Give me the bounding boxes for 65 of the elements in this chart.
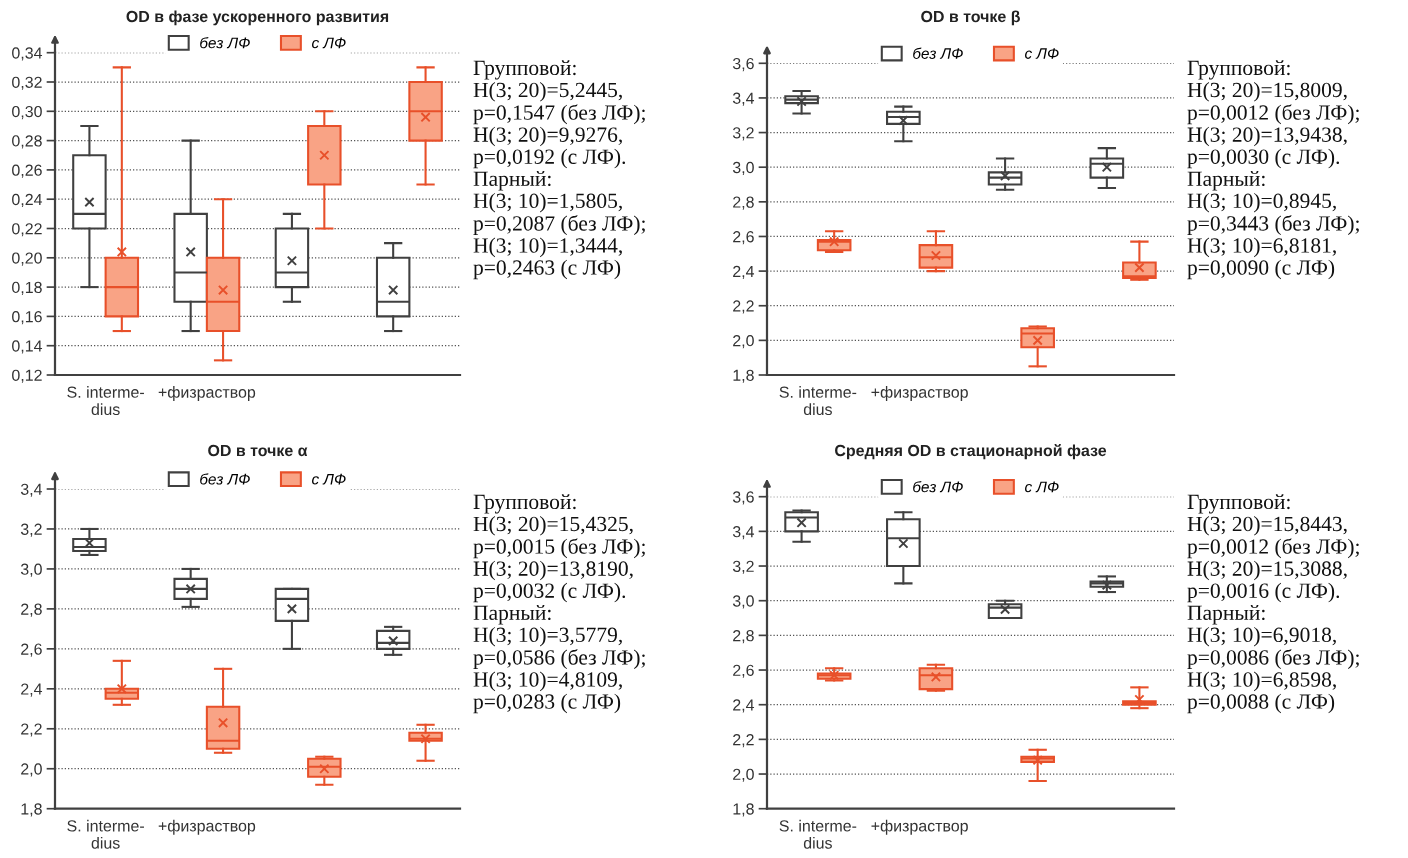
y-tick-label: 2,0 bbox=[733, 768, 754, 782]
chart-title: Средняя OD в стационарной фазе bbox=[835, 444, 1107, 460]
y-tick-label: 3,4 bbox=[732, 526, 755, 540]
y-tick-label: 3,0 bbox=[20, 563, 42, 577]
y-tick-label: 2,4 bbox=[733, 699, 755, 713]
chart-title: OD в фазе ускоренного развития bbox=[126, 10, 389, 26]
y-tick-label: 0,22 bbox=[12, 223, 42, 237]
y-tick-label: 0,20 bbox=[12, 252, 42, 266]
y-tick-label: 2,4 bbox=[733, 265, 755, 279]
x-tick-label: S. interme- dius bbox=[67, 386, 144, 416]
y-tick-label: 3,0 bbox=[732, 161, 754, 176]
y-tick-label: 2,6 bbox=[733, 664, 754, 678]
legend-label: с ЛФ bbox=[1025, 48, 1059, 59]
y-tick-label: 2,4 bbox=[21, 683, 43, 697]
y-tick-label: 3,6 bbox=[732, 491, 754, 505]
y-tick-label: 0,16 bbox=[12, 311, 42, 325]
legend-label: без ЛФ bbox=[913, 47, 963, 59]
y-tick-label: 2,8 bbox=[733, 630, 754, 644]
y-tick-label: 0,32 bbox=[12, 76, 42, 90]
text: Групповой: H(3; 20)=15,4325, p=0,0015 (без ЛФ); H(3; 20)=13,8190, p=0,0032 (с ЛФ). Парный: H(3; 10)=3,5779, p=0,0586 (без ЛФ); H(3; 10)=4,8109, p=0,0283 (с ЛФ) bbox=[473, 494, 645, 714]
x-tick-label: +физраствор bbox=[158, 386, 256, 401]
y-tick-label: 3,6 bbox=[732, 57, 754, 72]
x-tick-label: S. interme- dius bbox=[779, 819, 857, 849]
y-tick-label: 0,18 bbox=[12, 281, 42, 295]
y-tick-label: 0,24 bbox=[12, 193, 43, 208]
y-tick-label: 0,34 bbox=[12, 47, 43, 61]
text: Групповой: H(3; 20)=5,2445, p=0,1547 (без ЛФ); H(3; 20)=9,9276, p=0,0192 (с ЛФ). Парный: H(3; 10)=1,5805, p=0,2087 (без ЛФ); H(3; 10)=1,3444, p=0,2463 (с ЛФ) bbox=[473, 60, 645, 280]
y-tick-label: 3,4 bbox=[732, 92, 755, 106]
x-tick-label: +физраствор bbox=[158, 819, 256, 835]
y-tick-label: 3,0 bbox=[732, 595, 754, 609]
y-tick-label: 3,2 bbox=[732, 127, 754, 141]
legend-label: с ЛФ bbox=[1025, 481, 1059, 493]
y-tick-label: 1,8 bbox=[733, 369, 754, 383]
legend-label: с ЛФ bbox=[312, 473, 346, 485]
y-tick-label: 0,30 bbox=[12, 105, 42, 120]
y-tick-label: 0,28 bbox=[12, 135, 42, 149]
y-tick-label: 1,8 bbox=[733, 803, 754, 817]
y-tick-label: 2,0 bbox=[21, 763, 42, 777]
y-tick-label: 2,2 bbox=[733, 300, 754, 314]
legend-label: без ЛФ bbox=[913, 480, 963, 493]
legend-label: без ЛФ bbox=[200, 473, 250, 485]
chart-title: OD в точке α bbox=[208, 444, 308, 457]
y-tick-label: 0,12 bbox=[12, 369, 42, 383]
y-tick-label: 3,2 bbox=[20, 523, 42, 537]
y-tick-label: 0,26 bbox=[12, 164, 42, 178]
y-tick-label: 2,6 bbox=[21, 643, 42, 657]
x-tick-label: S. interme- dius bbox=[779, 386, 857, 416]
legend-label: без ЛФ bbox=[200, 36, 250, 49]
y-tick-label: 0,14 bbox=[12, 340, 43, 354]
legend-label: с ЛФ bbox=[312, 37, 346, 49]
x-tick-label: +физраствор bbox=[871, 819, 968, 835]
x-tick-label: +физраствор bbox=[871, 386, 968, 401]
y-tick-label: 1,8 bbox=[21, 803, 42, 817]
y-tick-label: 3,4 bbox=[20, 483, 43, 497]
y-tick-label: 2,8 bbox=[733, 196, 754, 210]
y-tick-label: 2,6 bbox=[733, 231, 754, 245]
chart-title: OD в точке β bbox=[921, 10, 1020, 26]
y-tick-label: 2,8 bbox=[21, 603, 42, 617]
text: Групповой: H(3; 20)=15,8443, p=0,0012 (без ЛФ); H(3; 20)=15,3088, p=0,0016 (с ЛФ). Парный: H(3; 10)=6,9018, p=0,0086 (без ЛФ); H(3; 10)=6,8598, p=0,0088 (с ЛФ) bbox=[1187, 494, 1359, 714]
y-tick-label: 2,0 bbox=[733, 335, 754, 349]
x-tick-label: S. interme- dius bbox=[67, 819, 144, 849]
y-tick-label: 2,2 bbox=[21, 723, 42, 737]
y-tick-label: 3,2 bbox=[732, 560, 754, 574]
y-tick-label: 2,2 bbox=[733, 734, 754, 748]
text: Групповой: H(3; 20)=15,8009, p=0,0012 (без ЛФ); H(3; 20)=13,9438, p=0,0030 (с ЛФ). Парный: H(3; 10)=0,8945, p=0,3443 (без ЛФ); H(3; 10)=6,8181, p=0,0090 (с ЛФ) bbox=[1187, 60, 1359, 280]
